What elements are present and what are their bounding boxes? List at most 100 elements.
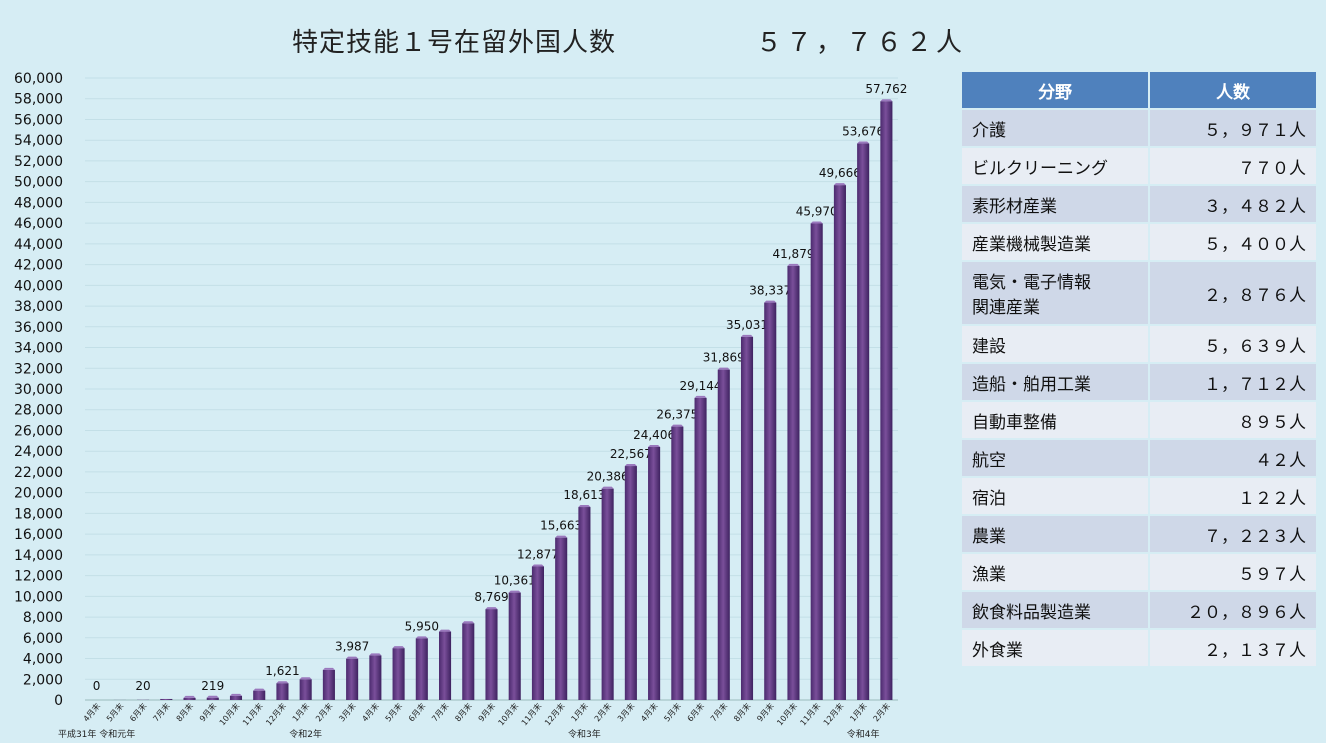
table-row: 農業 ７，２２３人 bbox=[962, 516, 1316, 552]
table-row: 造船・舶用工業 １，７１２人 bbox=[962, 364, 1316, 400]
bar bbox=[787, 265, 800, 700]
data-label: 20 bbox=[135, 679, 150, 693]
bar-cap bbox=[415, 636, 428, 639]
x-tick-label: 9月末 bbox=[476, 701, 497, 724]
data-label: 29,144 bbox=[680, 379, 722, 393]
table-row: 外食業 ２，１３７人 bbox=[962, 630, 1316, 666]
x-tick-label: 12月末 bbox=[263, 701, 287, 727]
field-name: 素形材産業 bbox=[962, 186, 1149, 222]
bar-cap bbox=[346, 656, 359, 659]
x-tick-label: 6月末 bbox=[406, 701, 427, 724]
bar bbox=[369, 655, 382, 700]
bar-cap bbox=[671, 424, 684, 427]
total-count: ５７，７６２人 bbox=[756, 28, 967, 58]
y-tick-label: 50,000 bbox=[14, 175, 63, 191]
table-header-row: 分野 人数 bbox=[962, 72, 1316, 108]
field-name: 航空 bbox=[962, 440, 1149, 476]
y-tick-label: 30,000 bbox=[14, 382, 63, 398]
field-count: ８９５人 bbox=[1150, 402, 1316, 438]
table-row: 介護 ５，９７１人 bbox=[962, 110, 1316, 146]
table-row: 飲食料品製造業 ２０，８９６人 bbox=[962, 592, 1316, 628]
field-name: 介護 bbox=[962, 110, 1149, 146]
field-name: ビルクリーニング bbox=[962, 148, 1149, 184]
data-label: 41,879 bbox=[772, 247, 814, 261]
x-tick-label: 8月末 bbox=[731, 701, 752, 724]
chart-title-bar: 特定技能１号在留外国人数 ５７，７６２人 bbox=[0, 18, 962, 62]
y-tick-label: 56,000 bbox=[14, 112, 63, 128]
bar bbox=[624, 466, 637, 700]
data-label: 219 bbox=[201, 679, 224, 693]
field-count: ４２人 bbox=[1150, 440, 1316, 476]
bar bbox=[392, 648, 405, 700]
data-label: 10,361 bbox=[494, 574, 536, 588]
bar bbox=[833, 185, 846, 700]
x-tick-label: 8月末 bbox=[453, 701, 474, 724]
y-tick-label: 26,000 bbox=[14, 423, 63, 439]
data-label: 31,869 bbox=[703, 351, 745, 365]
y-tick-label: 2,000 bbox=[23, 672, 63, 688]
y-tick-label: 12,000 bbox=[14, 569, 63, 585]
field-count: ５，９７１人 bbox=[1150, 110, 1316, 146]
y-tick-label: 38,000 bbox=[14, 299, 63, 315]
bar-cap bbox=[485, 607, 498, 610]
bar-cap bbox=[229, 693, 243, 696]
data-label: 12,877 bbox=[517, 548, 559, 562]
y-tick-label: 16,000 bbox=[14, 527, 63, 543]
x-tick-label: 7月末 bbox=[151, 701, 172, 724]
y-tick-label: 20,000 bbox=[14, 486, 63, 502]
x-tick-label: 4月末 bbox=[360, 701, 381, 724]
year-label: 令和4年 bbox=[847, 728, 880, 740]
data-label: 18,613 bbox=[563, 488, 605, 502]
x-tick-label: 7月末 bbox=[708, 701, 729, 724]
field-count: ７７０人 bbox=[1150, 148, 1316, 184]
x-tick-label: 7月末 bbox=[429, 701, 450, 724]
field-table: 分野 人数 介護 ５，９７１人 ビルクリーニング ７７０人 素形材産業 ３，４８２人 産業機… bbox=[960, 70, 1318, 668]
x-tick-label: 5月末 bbox=[104, 701, 125, 724]
x-tick-label: 4月末 bbox=[638, 701, 659, 724]
bar bbox=[531, 566, 544, 700]
x-tick-label: 2月末 bbox=[313, 701, 334, 724]
field-count: ２，８７６人 bbox=[1150, 262, 1316, 324]
table-row: 漁業 ５９７人 bbox=[962, 554, 1316, 590]
x-tick-label: 9月末 bbox=[755, 701, 776, 724]
bar-cap bbox=[764, 300, 777, 303]
y-tick-label: 8,000 bbox=[23, 610, 63, 626]
field-name: 飲食料品製造業 bbox=[962, 592, 1149, 628]
y-tick-label: 14,000 bbox=[14, 548, 63, 564]
field-count: ５，４００人 bbox=[1150, 224, 1316, 260]
y-tick-label: 22,000 bbox=[14, 465, 63, 481]
bar-cap bbox=[299, 677, 312, 680]
x-tick-label: 1月末 bbox=[290, 701, 311, 724]
table-row: 航空 ４２人 bbox=[962, 440, 1316, 476]
field-name: 外食業 bbox=[962, 630, 1149, 666]
bar-cap bbox=[833, 183, 846, 186]
field-name: 農業 bbox=[962, 516, 1149, 552]
bar bbox=[671, 426, 684, 700]
data-label: 8,769 bbox=[474, 590, 508, 604]
field-name: 自動車整備 bbox=[962, 402, 1149, 438]
bar bbox=[578, 507, 591, 700]
chart-title: 特定技能１号在留外国人数 bbox=[292, 28, 617, 58]
data-label: 15,663 bbox=[540, 519, 582, 533]
bar-cap bbox=[810, 221, 823, 224]
bar-cap bbox=[206, 695, 219, 698]
x-tick-label: 12月末 bbox=[542, 701, 566, 727]
table-row: 建設 ５，６３９人 bbox=[962, 326, 1316, 362]
x-tick-label: 2月末 bbox=[592, 701, 613, 724]
bar bbox=[740, 336, 754, 700]
table-row: 素形材産業 ３，４８２人 bbox=[962, 186, 1316, 222]
data-label: 1,621 bbox=[265, 664, 299, 678]
y-tick-label: 4,000 bbox=[23, 652, 63, 668]
bar bbox=[183, 697, 196, 700]
x-tick-label: 2月末 bbox=[871, 701, 892, 724]
bar-chart: 0 2,000 4,000 6,000 8,000 10,000 12,000 14,000 1… bbox=[14, 71, 907, 740]
field-count: １，７１２人 bbox=[1150, 364, 1316, 400]
x-tick-label: 1月末 bbox=[569, 701, 590, 724]
data-label: 0 bbox=[93, 679, 101, 693]
x-tick-label: 6月末 bbox=[685, 701, 706, 724]
y-tick-label: 48,000 bbox=[14, 195, 63, 211]
y-tick-label: 24,000 bbox=[14, 444, 63, 460]
x-tick-label: 10月末 bbox=[775, 701, 799, 727]
field-name: 電気・電子情報 関連産業 bbox=[962, 262, 1149, 324]
field-name: 産業機械製造業 bbox=[962, 224, 1149, 260]
